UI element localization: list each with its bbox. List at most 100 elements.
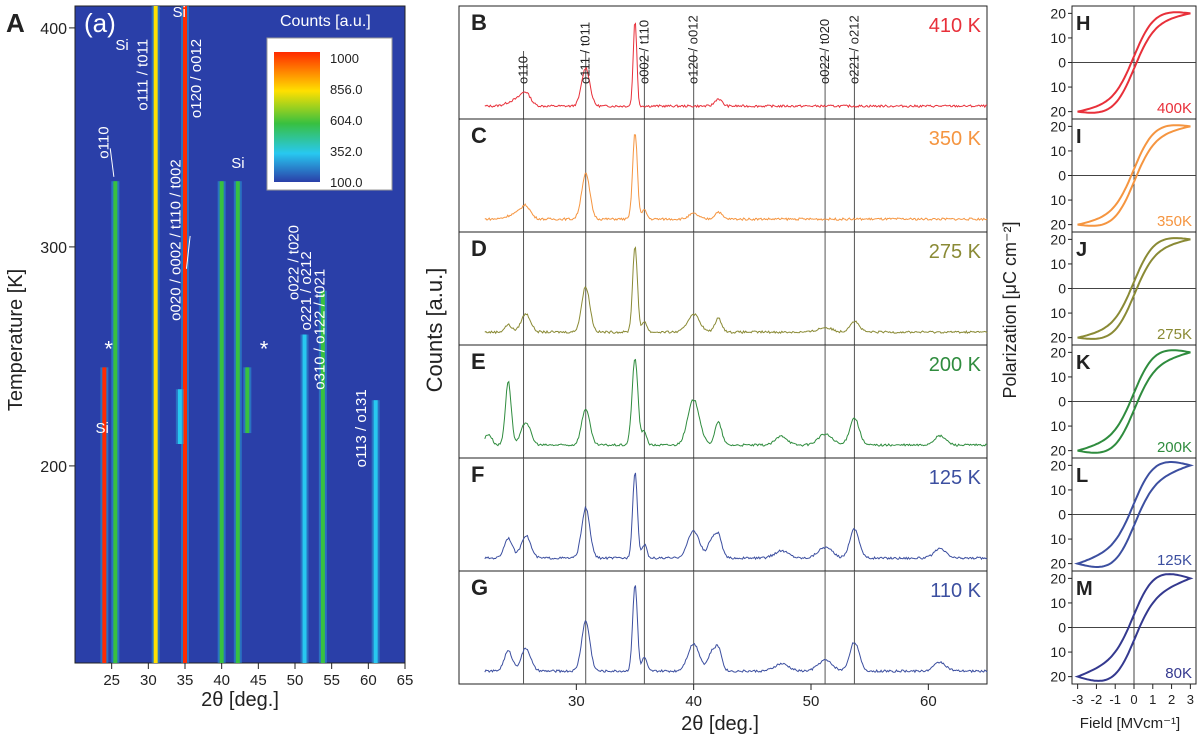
pe-ytick-label: 0 [1058,507,1066,523]
pe-loop [1077,237,1191,340]
colorbar: Counts [a.u.] 1000 856.0 604.0 352.0 100.0 [266,13,393,191]
heatmap-xtick-label: 25 [103,672,120,689]
xrd-trace [484,246,988,335]
heatmap-annotation: o020 / o002 / t110 / t002 [168,159,185,321]
xrd-frame [458,457,988,572]
heatmap-annotation: o310 / o122 / t021 [311,269,328,390]
panel-a-heatmap: A 25 30 35 40 45 50 55 60 65 200 300 400 o110 Si o111… [5,4,413,711]
pe-ytick-label: 20 [1050,669,1066,685]
pe-ytick-label: 10 [1050,644,1066,660]
pe-ytick-label: 0 [1058,620,1066,636]
xrd-panel-b: B 410 K o110 o111 / t011 o002 / t110 o120 / o… [458,5,988,120]
xrd-temperature-label: 110 K [930,580,981,602]
xrd-panel-letter: F [471,462,484,487]
pe-temperature-label: 350K [1157,213,1192,230]
pe-loop [1077,11,1191,114]
pe-panel-h: 20 10 0 10 20 H 400K [1050,5,1197,120]
xrd-xlabel: 2θ [deg.] [681,713,759,735]
pe-loop [1077,349,1191,454]
xrd-trace [484,22,988,109]
heatmap-annotation: * [260,336,269,361]
xrd-temperature-label: 350 K [929,128,982,150]
pe-panel-l: 20 10 0 10 20 L 125K [1050,457,1197,572]
heatmap-streak [320,290,325,663]
pe-ytick-label: 0 [1058,55,1066,71]
colorbar-gradient [274,52,320,182]
heatmap-ytick-label: 400 [40,21,67,38]
pe-xtick-label: -3 [1072,692,1084,707]
heatmap-annotation: Si [115,37,128,54]
pe-loop-panels: 201001020H400K201001020I350K201001020J27… [1050,5,1197,707]
pe-ytick-label: 0 [1058,281,1066,297]
heatmap-ylabel: Temperature [K] [5,269,27,411]
pe-xtick-label: 2 [1168,692,1175,707]
pe-panel-letter: J [1076,239,1087,261]
pe-temperature-label: 400K [1157,100,1192,117]
pe-ytick-label: 20 [1050,5,1066,21]
xrd-ylabel: Counts [a.u.] [422,268,447,393]
pe-ylabel: Polarization [μC cm⁻²] [1000,222,1020,399]
heatmap-streak [235,181,240,663]
pe-ytick-label: 20 [1050,556,1066,572]
heatmap-streak [183,6,187,663]
xrd-trace [484,358,988,447]
pe-ytick-label: 20 [1050,344,1066,360]
pe-ytick-label: 20 [1050,330,1066,346]
xrd-peak-label: o120 / o012 [686,15,701,84]
xrd-temperature-label: 275 K [929,241,982,263]
heatmap-xtick-label: 45 [250,672,267,689]
colorbar-tick-label: 352.0 [330,144,363,159]
xrd-panel-c: C 350 K [458,118,988,233]
xrd-peak-label: o110 [516,56,531,84]
heatmap-annotation: o221 / o212 [298,251,315,330]
pe-ytick-label: 20 [1050,104,1066,120]
pe-ytick-label: 10 [1050,143,1066,159]
pe-xtick-label: 1 [1149,692,1156,707]
xrd-peak-label: o111 / t011 [578,22,593,84]
xrd-xtick-label: 50 [803,693,820,710]
heatmap-streak [373,400,378,663]
xrd-trace [484,472,988,561]
colorbar-tick-label: 604.0 [330,113,363,128]
xrd-temperature-label: 410 K [929,15,982,37]
heatmap-xtick-label: 30 [140,672,157,689]
xrd-peak-label: o221 / o212 [846,15,861,84]
heatmap-arrow [109,148,115,177]
pe-temperature-label: 200K [1157,439,1192,456]
pe-ytick-label: 20 [1050,217,1066,233]
xrd-panel-letter: D [471,236,487,261]
xrd-panel-d: D 275 K [458,231,988,346]
pe-ytick-label: 10 [1050,369,1066,385]
pe-panel-k: 20 10 0 10 20 K 200K [1050,344,1197,459]
pe-ytick-label: 10 [1050,256,1066,272]
xrd-panel-letter: E [471,349,486,374]
colorbar-tick-label: 856.0 [330,82,363,97]
heatmap-streak [302,334,307,663]
xrd-peak-label: o022 / t020 [817,19,832,84]
heatmap-streak [113,181,118,663]
xrd-xtick-label: 40 [685,693,702,710]
heatmap-annotation: Si [96,420,109,437]
pe-temperature-label: 275K [1157,326,1192,343]
heatmap-arrow [185,235,191,269]
pe-panel-letter: K [1076,352,1091,374]
pe-xtick-label: 3 [1187,692,1194,707]
xrd-trace [484,134,988,222]
xrd-xtick-label: 60 [920,693,937,710]
pe-ytick-label: 20 [1050,118,1066,134]
heatmap-annotation: Si [231,155,244,172]
pe-ytick-label: 10 [1050,418,1066,434]
pe-ytick-label: 10 [1050,531,1066,547]
pe-ytick-label: 20 [1050,570,1066,586]
heatmap-annotation: o022 / t020 [286,225,303,300]
xrd-frame [458,231,988,346]
heatmap-streak [102,367,107,663]
heatmap-annotation: o110 [96,126,113,158]
pe-panel-letter: M [1076,578,1093,600]
heatmap-annotation: * [104,336,113,361]
pe-ytick-label: 10 [1050,79,1066,95]
pe-loop [1074,461,1194,568]
heatmap-streak [219,181,224,663]
pe-loop [1077,124,1191,227]
heatmap-annotation: o113 / o131 [353,389,370,467]
